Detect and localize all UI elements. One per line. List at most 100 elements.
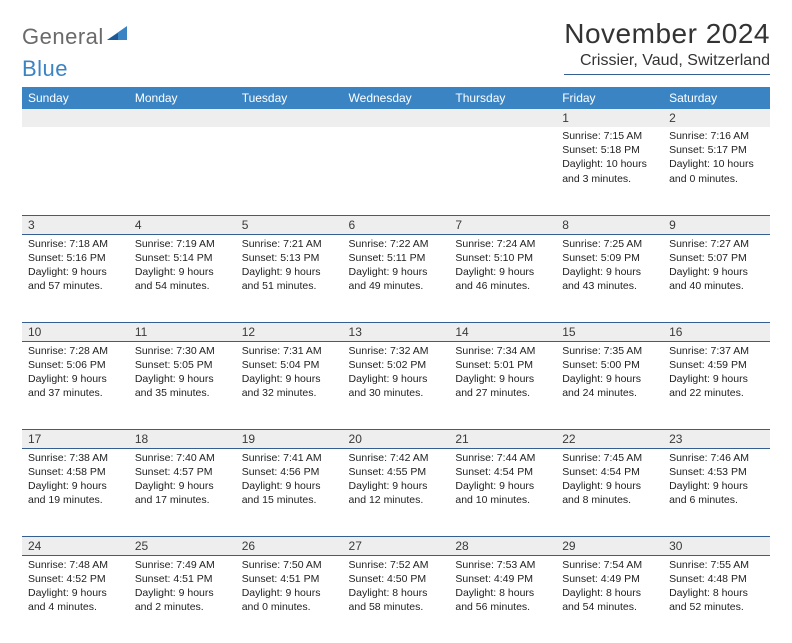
daylight-line: Daylight: 8 hours and 52 minutes. (669, 586, 764, 614)
day-number-cell: 29 (556, 536, 663, 555)
sunrise-line: Sunrise: 7:53 AM (455, 558, 550, 572)
day-cell-body: Sunrise: 7:55 AMSunset: 4:48 PMDaylight:… (663, 556, 770, 619)
sunset-line: Sunset: 4:53 PM (669, 465, 764, 479)
week-row: Sunrise: 7:15 AMSunset: 5:18 PMDaylight:… (22, 127, 770, 215)
day-number-cell: 19 (236, 429, 343, 448)
daylight-line: Daylight: 9 hours and 51 minutes. (242, 265, 337, 293)
day-cell (343, 127, 450, 215)
sunset-line: Sunset: 5:16 PM (28, 251, 123, 265)
daynum-row: 3456789 (22, 215, 770, 234)
day-cell-body: Sunrise: 7:18 AMSunset: 5:16 PMDaylight:… (22, 235, 129, 298)
daylight-line: Daylight: 9 hours and 57 minutes. (28, 265, 123, 293)
sunset-line: Sunset: 4:50 PM (349, 572, 444, 586)
sunrise-line: Sunrise: 7:50 AM (242, 558, 337, 572)
daylight-line: Daylight: 10 hours and 3 minutes. (562, 157, 657, 185)
day-cell: Sunrise: 7:30 AMSunset: 5:05 PMDaylight:… (129, 341, 236, 429)
logo: General (22, 24, 129, 50)
sunrise-line: Sunrise: 7:54 AM (562, 558, 657, 572)
day-cell: Sunrise: 7:37 AMSunset: 4:59 PMDaylight:… (663, 341, 770, 429)
sunset-line: Sunset: 5:06 PM (28, 358, 123, 372)
day-cell: Sunrise: 7:22 AMSunset: 5:11 PMDaylight:… (343, 234, 450, 322)
day-cell-body: Sunrise: 7:22 AMSunset: 5:11 PMDaylight:… (343, 235, 450, 298)
weekday-header: Thursday (449, 87, 556, 109)
daylight-line: Daylight: 9 hours and 43 minutes. (562, 265, 657, 293)
day-cell: Sunrise: 7:19 AMSunset: 5:14 PMDaylight:… (129, 234, 236, 322)
day-number-cell: 25 (129, 536, 236, 555)
sunset-line: Sunset: 4:49 PM (562, 572, 657, 586)
day-number-cell: 18 (129, 429, 236, 448)
sunset-line: Sunset: 5:09 PM (562, 251, 657, 265)
day-cell (236, 127, 343, 215)
day-number-cell: 23 (663, 429, 770, 448)
sunrise-line: Sunrise: 7:44 AM (455, 451, 550, 465)
daylight-line: Daylight: 9 hours and 27 minutes. (455, 372, 550, 400)
sunset-line: Sunset: 5:17 PM (669, 143, 764, 157)
weekday-header: Wednesday (343, 87, 450, 109)
daylight-line: Daylight: 8 hours and 54 minutes. (562, 586, 657, 614)
daylight-line: Daylight: 9 hours and 19 minutes. (28, 479, 123, 507)
day-cell: Sunrise: 7:48 AMSunset: 4:52 PMDaylight:… (22, 555, 129, 643)
day-cell-body: Sunrise: 7:19 AMSunset: 5:14 PMDaylight:… (129, 235, 236, 298)
day-cell: Sunrise: 7:27 AMSunset: 5:07 PMDaylight:… (663, 234, 770, 322)
sunrise-line: Sunrise: 7:46 AM (669, 451, 764, 465)
sunrise-line: Sunrise: 7:19 AM (135, 237, 230, 251)
sunrise-line: Sunrise: 7:21 AM (242, 237, 337, 251)
daylight-line: Daylight: 9 hours and 37 minutes. (28, 372, 123, 400)
day-cell-body: Sunrise: 7:21 AMSunset: 5:13 PMDaylight:… (236, 235, 343, 298)
day-number-cell: 21 (449, 429, 556, 448)
day-cell: Sunrise: 7:25 AMSunset: 5:09 PMDaylight:… (556, 234, 663, 322)
logo-text-general: General (22, 24, 104, 50)
day-cell-body: Sunrise: 7:41 AMSunset: 4:56 PMDaylight:… (236, 449, 343, 512)
day-cell: Sunrise: 7:52 AMSunset: 4:50 PMDaylight:… (343, 555, 450, 643)
sunset-line: Sunset: 4:52 PM (28, 572, 123, 586)
sunset-line: Sunset: 5:14 PM (135, 251, 230, 265)
day-number-cell: 12 (236, 322, 343, 341)
day-cell: Sunrise: 7:31 AMSunset: 5:04 PMDaylight:… (236, 341, 343, 429)
sunrise-line: Sunrise: 7:41 AM (242, 451, 337, 465)
day-number-cell: 7 (449, 215, 556, 234)
sunrise-line: Sunrise: 7:32 AM (349, 344, 444, 358)
sunset-line: Sunset: 4:57 PM (135, 465, 230, 479)
sunset-line: Sunset: 4:56 PM (242, 465, 337, 479)
day-cell: Sunrise: 7:46 AMSunset: 4:53 PMDaylight:… (663, 448, 770, 536)
sunrise-line: Sunrise: 7:28 AM (28, 344, 123, 358)
daynum-row: 24252627282930 (22, 536, 770, 555)
sunrise-line: Sunrise: 7:30 AM (135, 344, 230, 358)
day-number-cell: 15 (556, 322, 663, 341)
day-number-cell: 5 (236, 215, 343, 234)
day-cell-body: Sunrise: 7:38 AMSunset: 4:58 PMDaylight:… (22, 449, 129, 512)
sunset-line: Sunset: 4:58 PM (28, 465, 123, 479)
day-number-cell: 14 (449, 322, 556, 341)
day-cell: Sunrise: 7:55 AMSunset: 4:48 PMDaylight:… (663, 555, 770, 643)
location-text: Crissier, Vaud, Switzerland (564, 52, 770, 70)
day-cell-body: Sunrise: 7:49 AMSunset: 4:51 PMDaylight:… (129, 556, 236, 619)
sunrise-line: Sunrise: 7:52 AM (349, 558, 444, 572)
day-cell-body: Sunrise: 7:46 AMSunset: 4:53 PMDaylight:… (663, 449, 770, 512)
week-row: Sunrise: 7:48 AMSunset: 4:52 PMDaylight:… (22, 555, 770, 643)
day-number-cell: 22 (556, 429, 663, 448)
sunrise-line: Sunrise: 7:35 AM (562, 344, 657, 358)
day-number-cell: 10 (22, 322, 129, 341)
sunset-line: Sunset: 5:07 PM (669, 251, 764, 265)
weekday-header: Sunday (22, 87, 129, 109)
day-cell-body: Sunrise: 7:35 AMSunset: 5:00 PMDaylight:… (556, 342, 663, 405)
sunset-line: Sunset: 5:05 PM (135, 358, 230, 372)
day-number-cell: 8 (556, 215, 663, 234)
day-cell: Sunrise: 7:44 AMSunset: 4:54 PMDaylight:… (449, 448, 556, 536)
daylight-line: Daylight: 9 hours and 4 minutes. (28, 586, 123, 614)
sunrise-line: Sunrise: 7:16 AM (669, 129, 764, 143)
daylight-line: Daylight: 9 hours and 0 minutes. (242, 586, 337, 614)
title-underline (564, 74, 770, 75)
daylight-line: Daylight: 9 hours and 30 minutes. (349, 372, 444, 400)
day-cell-body: Sunrise: 7:50 AMSunset: 4:51 PMDaylight:… (236, 556, 343, 619)
day-number-cell: 9 (663, 215, 770, 234)
daylight-line: Daylight: 8 hours and 56 minutes. (455, 586, 550, 614)
header: General November 2024 Crissier, Vaud, Sw… (22, 18, 770, 75)
sunset-line: Sunset: 5:10 PM (455, 251, 550, 265)
sunrise-line: Sunrise: 7:24 AM (455, 237, 550, 251)
daylight-line: Daylight: 9 hours and 40 minutes. (669, 265, 764, 293)
day-number-cell: 26 (236, 536, 343, 555)
sunrise-line: Sunrise: 7:25 AM (562, 237, 657, 251)
day-cell: Sunrise: 7:28 AMSunset: 5:06 PMDaylight:… (22, 341, 129, 429)
sunset-line: Sunset: 5:02 PM (349, 358, 444, 372)
